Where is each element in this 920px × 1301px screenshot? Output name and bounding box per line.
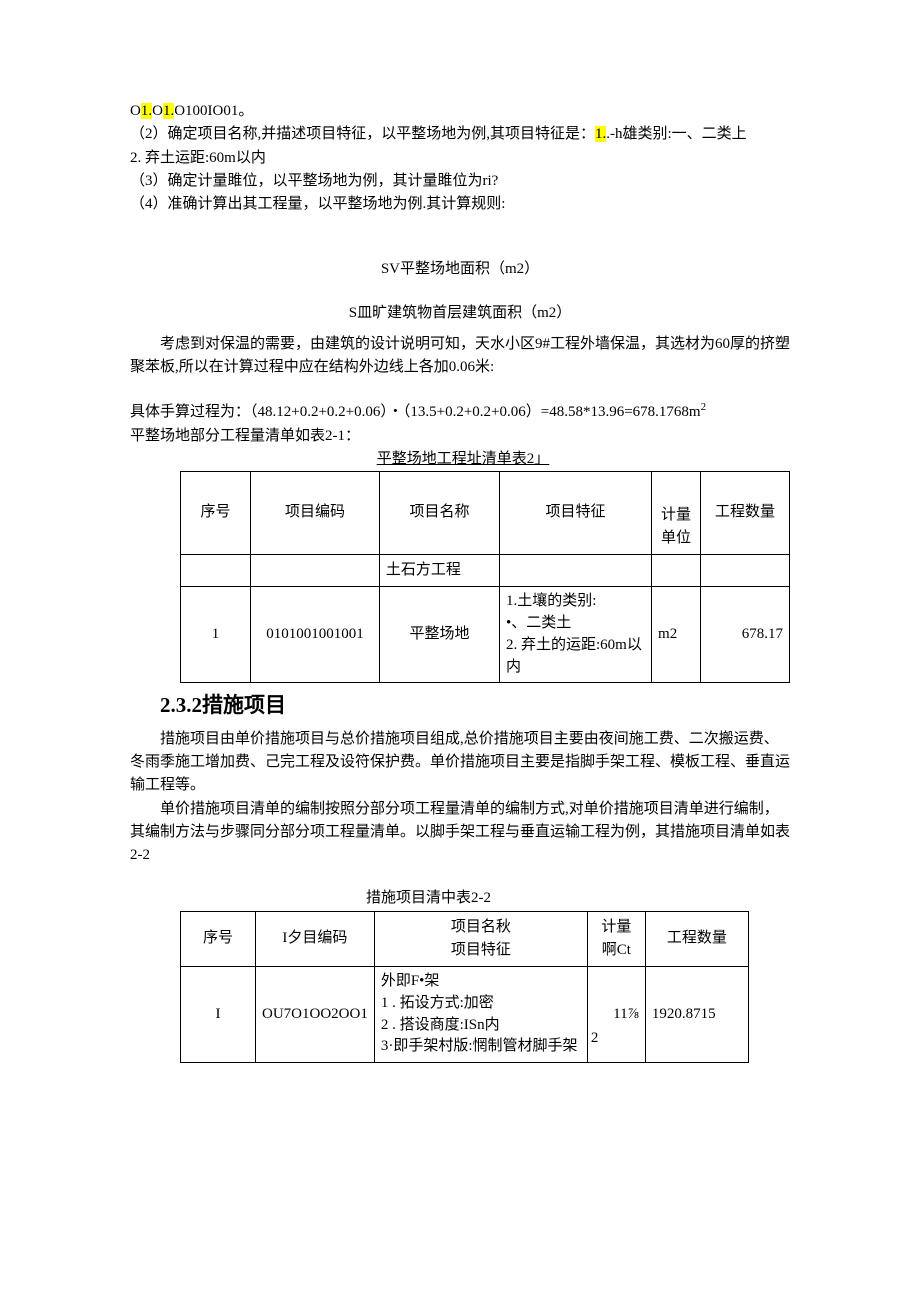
cell bbox=[181, 555, 251, 587]
calc-list-ref: 平整场地部分工程量清单如表2-1： bbox=[130, 425, 790, 448]
calc-line: 具体手算过程为：（48.12+0.2+0.2+0.06）・（13.5+0.2+0… bbox=[130, 399, 790, 424]
cell-name: 平整场地 bbox=[379, 587, 499, 683]
feature-list: 1.土壤的类别: •、二类土 2. 弃土的运距:60m以 内 bbox=[506, 591, 645, 678]
table2-header-row: 序号 I夕目编码 项目名秋 项目特征 计量 啊Ct 工程数量 bbox=[181, 911, 749, 967]
feature-line: •、二类土 bbox=[506, 613, 645, 635]
th-seq: 序号 bbox=[181, 472, 251, 555]
section-heading: 2.3.2措施项目 bbox=[160, 689, 790, 722]
unit-b: 11⅞ bbox=[613, 1006, 639, 1022]
cell-code: 0101001001001 bbox=[251, 587, 380, 683]
cell bbox=[500, 555, 652, 587]
th-code: I夕目编码 bbox=[256, 911, 375, 967]
item-2: （2）确定项目名称,并描述项目特征，以平整场地为例,其项目特征是：1..-h雄类… bbox=[130, 123, 790, 146]
txt: （2）确定项目名称,并描述项目特征，以平整场地为例,其项目特征是： bbox=[130, 126, 595, 142]
feature-line: 外即F•架 bbox=[381, 971, 581, 993]
item-3: （3）确定计量雎位，以平整场地为例，其计量雎位为ri? bbox=[130, 170, 790, 193]
feature-line: 2 . 搭设商度:ISn内 bbox=[381, 1015, 581, 1037]
table2-title: 措施项目清中表2-2 bbox=[180, 887, 677, 910]
cell bbox=[701, 555, 790, 587]
feature-line: 1 . 拓设方式:加密 bbox=[381, 993, 581, 1015]
cell-seq: I bbox=[181, 967, 256, 1063]
cell-seq: 1 bbox=[181, 587, 251, 683]
txt: O bbox=[130, 103, 141, 119]
table2-data-row: I OU7O1OO2OO1 外即F•架 1 . 拓设方式:加密 2 . 搭设商度… bbox=[181, 967, 749, 1063]
formula-1: SV平整场地面积（m2） bbox=[130, 258, 790, 281]
txt: .-h雄类别:一、二类上 bbox=[606, 126, 746, 142]
feature-line: 3·即手架村版:惘制管材脚手架 bbox=[381, 1036, 581, 1058]
cell-qty: 678.17 bbox=[701, 587, 790, 683]
cell-unit: m2 bbox=[652, 587, 701, 683]
table1-title: 平整场地工程址清单表2」 bbox=[180, 448, 746, 471]
table1-data-row: 1 0101001001001 平整场地 1.土壤的类别: •、二类土 2. 弃… bbox=[181, 587, 790, 683]
measures-para-2: 单价措施项目清单的编制按照分部分项工程量清单的编制方式,对单价措施项目清单进行编… bbox=[130, 798, 790, 868]
cell-qty: 1920.8715 bbox=[645, 967, 748, 1063]
cell-code: OU7O1OO2OO1 bbox=[256, 967, 375, 1063]
calc-text: 具体手算过程为：（48.12+0.2+0.2+0.06）・（13.5+0.2+0… bbox=[130, 404, 701, 420]
th-unit: 计量 啊Ct bbox=[587, 911, 645, 967]
calc-sup: 2 bbox=[701, 401, 707, 413]
hl-txt: 1. bbox=[595, 126, 606, 142]
table-2: 序号 I夕目编码 项目名秋 项目特征 计量 啊Ct 工程数量 I OU7O1OO… bbox=[180, 911, 749, 1064]
cell-feature: 1.土壤的类别: •、二类土 2. 弃土的运距:60m以 内 bbox=[500, 587, 652, 683]
line-code: O1.O1.O100IO01。 bbox=[130, 100, 790, 123]
cell-feat: 外即F•架 1 . 拓设方式:加密 2 . 搭设商度:ISn内 3·即手架村版:… bbox=[374, 967, 587, 1063]
th-unit: 计量单位 bbox=[652, 472, 701, 555]
hl-txt: 1. bbox=[163, 103, 174, 119]
feature-line: 2. 弃土的运距:60m以 bbox=[506, 635, 645, 657]
table1-section-row: 土石方工程 bbox=[181, 555, 790, 587]
th-namefeat: 项目名秋 项目特征 bbox=[374, 911, 587, 967]
hl-txt: 1. bbox=[141, 103, 152, 119]
measures-para-1: 措施项目由单价措施项目与总价措施项目组成,总价措施项目主要由夜间施工费、二次搬运… bbox=[130, 728, 790, 798]
formula-2: S皿旷建筑物首层建筑面积（m2） bbox=[130, 302, 790, 325]
unit-a: 2 bbox=[591, 1027, 599, 1050]
table1-header-row: 序号 项目编码 项目名称 项目特征 计量单位 工程数量 bbox=[181, 472, 790, 555]
th-feature: 项目特征 bbox=[500, 472, 652, 555]
cell-section: 土石方工程 bbox=[379, 555, 499, 587]
cell bbox=[251, 555, 380, 587]
cell bbox=[652, 555, 701, 587]
document-page: O1.O1.O100IO01。 （2）确定项目名称,并描述项目特征，以平整场地为… bbox=[0, 0, 920, 1123]
th-seq: 序号 bbox=[181, 911, 256, 967]
item-2-sub: 2. 弃土运距:60m以内 bbox=[130, 147, 790, 170]
feature-line: 1.土壤的类别: bbox=[506, 591, 645, 613]
th-name: 项目名称 bbox=[379, 472, 499, 555]
txt: O100IO01。 bbox=[174, 103, 253, 119]
item-4: （4）准确计算出其工程量，以平整场地为例.其计算规则: bbox=[130, 193, 790, 216]
txt: O bbox=[152, 103, 163, 119]
feature-list: 外即F•架 1 . 拓设方式:加密 2 . 搭设商度:ISn内 3·即手架村版:… bbox=[381, 971, 581, 1058]
feature-line: 内 bbox=[506, 657, 645, 679]
cell-unit: 2 11⅞ bbox=[587, 967, 645, 1063]
table-1: 序号 项目编码 项目名称 项目特征 计量单位 工程数量 土石方工程 1 0101… bbox=[180, 471, 790, 683]
th-code: 项目编码 bbox=[251, 472, 380, 555]
th-qty: 工程数量 bbox=[645, 911, 748, 967]
paragraph-warm: 考虑到对保温的需要，由建筑的设计说明可知，天水小区9#工程外墙保温，其选材为60… bbox=[130, 333, 790, 380]
th-qty: 工程数量 bbox=[701, 472, 790, 555]
